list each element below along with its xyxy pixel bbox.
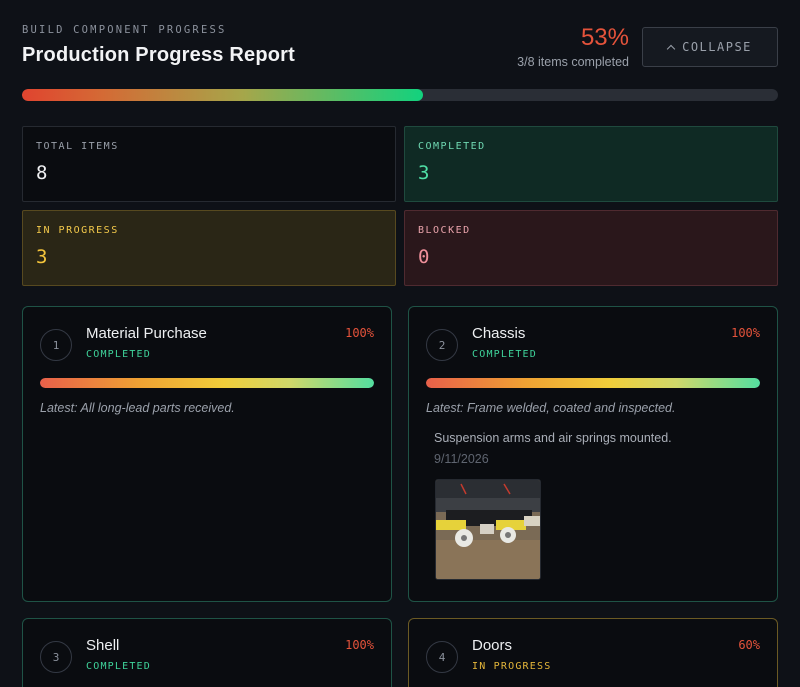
stat-total-items: TOTAL ITEMS 8 xyxy=(22,126,396,202)
stat-value: 0 xyxy=(418,246,430,268)
status-badge: IN PROGRESS xyxy=(472,661,552,672)
stat-label: BLOCKED xyxy=(418,225,471,236)
latest-update: Latest: All long-lead parts received. xyxy=(40,401,235,415)
component-card-chassis[interactable]: 2 Chassis COMPLETED 100% Latest: Frame w… xyxy=(408,306,778,602)
chassis-photo-thumbnail[interactable] xyxy=(435,479,541,580)
step-number: 2 xyxy=(426,329,458,361)
card-title: Material Purchase xyxy=(86,325,207,342)
card-percent: 100% xyxy=(345,326,374,340)
chassis-photo-image xyxy=(436,480,540,579)
collapse-button[interactable]: COLLAPSE xyxy=(642,27,778,67)
stat-label: IN PROGRESS xyxy=(36,225,119,236)
status-badge: COMPLETED xyxy=(86,661,151,672)
stats-grid: TOTAL ITEMS 8 COMPLETED 3 IN PROGRESS 3 … xyxy=(22,126,778,286)
stat-label: TOTAL ITEMS xyxy=(36,141,119,152)
chevron-up-icon xyxy=(666,44,676,53)
stat-completed: COMPLETED 3 xyxy=(404,126,778,202)
stat-value: 8 xyxy=(36,162,48,184)
component-card-doors[interactable]: 4 Doors IN PROGRESS 60% xyxy=(408,618,778,687)
step-number: 1 xyxy=(40,329,72,361)
update-entry: Suspension arms and air springs mounted.… xyxy=(434,431,760,580)
step-number: 3 xyxy=(40,641,72,673)
status-badge: COMPLETED xyxy=(86,349,151,360)
component-card-shell[interactable]: 3 Shell COMPLETED 100% xyxy=(22,618,392,687)
update-date: 9/11/2026 xyxy=(434,452,489,466)
report-header: BUILD COMPONENT PROGRESS Production Prog… xyxy=(22,24,778,74)
overall-progress-bar xyxy=(22,89,778,101)
collapse-label: COLLAPSE xyxy=(682,40,752,54)
stat-blocked: BLOCKED 0 xyxy=(404,210,778,286)
stat-in-progress: IN PROGRESS 3 xyxy=(22,210,396,286)
stat-value: 3 xyxy=(36,246,48,268)
card-progress-bar xyxy=(426,378,760,388)
status-badge: COMPLETED xyxy=(472,349,537,360)
card-progress-fill xyxy=(426,378,760,388)
card-title: Doors xyxy=(472,637,513,654)
section-eyebrow: BUILD COMPONENT PROGRESS xyxy=(22,24,227,36)
latest-update: Latest: Frame welded, coated and inspect… xyxy=(426,401,676,415)
overall-progress-summary: 53% 3/8 items completed xyxy=(517,24,629,69)
overall-progress-fill xyxy=(22,89,423,101)
stat-label: COMPLETED xyxy=(418,141,486,152)
component-cards: 1 Material Purchase COMPLETED 100% Lates… xyxy=(22,306,778,687)
update-text: Suspension arms and air springs mounted. xyxy=(434,431,672,445)
step-number: 4 xyxy=(426,641,458,673)
card-percent: 100% xyxy=(345,638,374,652)
stat-value: 3 xyxy=(418,162,430,184)
component-card-material-purchase[interactable]: 1 Material Purchase COMPLETED 100% Lates… xyxy=(22,306,392,602)
card-title: Chassis xyxy=(472,325,526,342)
card-percent: 60% xyxy=(738,638,760,652)
card-title: Shell xyxy=(86,637,120,654)
card-progress-fill xyxy=(40,378,374,388)
page-title: Production Progress Report xyxy=(22,44,296,66)
overall-percent: 53% xyxy=(580,24,629,51)
card-progress-bar xyxy=(40,378,374,388)
card-percent: 100% xyxy=(731,326,760,340)
items-completed-text: 3/8 items completed xyxy=(517,55,629,69)
